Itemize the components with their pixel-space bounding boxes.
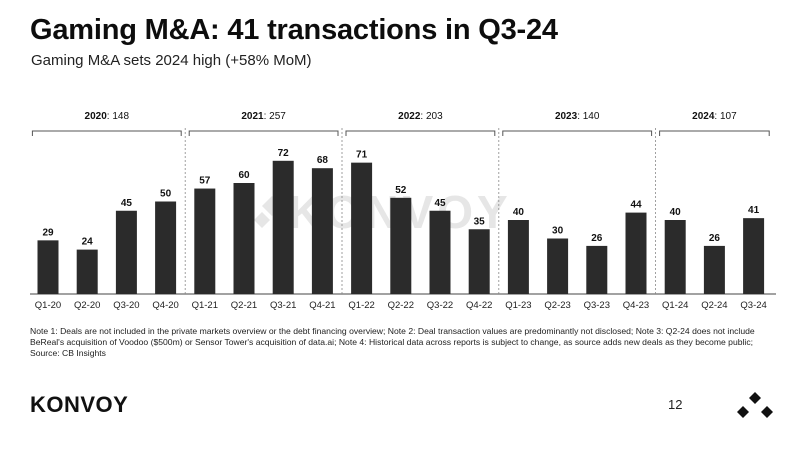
bar xyxy=(586,245,608,294)
x-tick-label: Q3-23 xyxy=(584,300,610,311)
data-label: 60 xyxy=(238,170,250,181)
data-label: 52 xyxy=(395,185,407,196)
bar xyxy=(703,245,725,294)
data-label: 44 xyxy=(630,200,642,211)
x-tick-label: Q3-20 xyxy=(113,300,139,311)
bar xyxy=(390,197,412,294)
data-label: 68 xyxy=(317,155,329,166)
data-label: 45 xyxy=(434,198,446,209)
x-tick-label: Q2-24 xyxy=(701,300,727,311)
year-bracket xyxy=(659,130,770,136)
year-total-label: 2022: 203 xyxy=(398,111,443,122)
x-tick-label: Q2-21 xyxy=(231,300,257,311)
x-tick-label: Q1-22 xyxy=(348,300,374,311)
bar xyxy=(155,201,177,294)
x-tick-label: Q2-20 xyxy=(74,300,100,311)
data-label: 40 xyxy=(513,207,525,218)
data-label: 35 xyxy=(474,216,486,227)
year-bracket xyxy=(188,130,339,136)
data-label: 26 xyxy=(709,233,721,244)
year-total-label: 2024: 107 xyxy=(692,111,737,122)
bar xyxy=(311,168,333,294)
x-tick-label: Q1-23 xyxy=(505,300,531,311)
bar xyxy=(429,210,451,294)
bar xyxy=(507,220,529,294)
konvoy-tri-dot-icon xyxy=(737,392,773,418)
footnotes: Note 1: Deals are not included in the pr… xyxy=(30,326,755,358)
x-tick-label: Q1-20 xyxy=(35,300,61,311)
x-tick-label: Q3-22 xyxy=(427,300,453,311)
bar xyxy=(351,162,373,294)
data-label: 50 xyxy=(160,189,172,200)
x-tick-label: Q4-23 xyxy=(623,300,649,311)
data-label: 41 xyxy=(748,205,760,216)
x-tick-label: Q2-22 xyxy=(388,300,414,311)
year-bracket xyxy=(502,130,653,136)
bar xyxy=(625,212,647,294)
bar xyxy=(547,238,569,294)
data-label: 40 xyxy=(670,207,682,218)
data-label: 29 xyxy=(42,227,54,238)
bar xyxy=(115,210,137,294)
bar xyxy=(743,218,765,294)
bar xyxy=(233,183,255,294)
x-tick-label: Q2-23 xyxy=(544,300,570,311)
page-subtitle: Gaming M&A sets 2024 high (+58% MoM) xyxy=(31,52,312,69)
data-label: 57 xyxy=(199,176,211,187)
data-label: 71 xyxy=(356,150,368,161)
year-total-label: 2023: 140 xyxy=(555,111,600,122)
bar xyxy=(37,240,59,294)
bar xyxy=(664,220,686,294)
data-label: 72 xyxy=(278,148,290,159)
x-tick-label: Q1-21 xyxy=(192,300,218,311)
bar-chart: KONVOY29Q1-2024Q2-2045Q3-2050Q4-2057Q1-2… xyxy=(30,111,776,311)
year-total-label: 2021: 257 xyxy=(241,111,286,122)
page-number: 12 xyxy=(668,397,683,412)
year-bracket xyxy=(345,130,496,136)
bar xyxy=(194,188,216,294)
data-label: 24 xyxy=(82,237,94,248)
watermark-icon xyxy=(254,212,270,228)
data-label: 30 xyxy=(552,226,564,237)
x-tick-label: Q4-20 xyxy=(152,300,178,311)
brand-wordmark: KONVOY xyxy=(30,392,129,417)
year-bracket xyxy=(31,130,182,136)
x-tick-label: Q3-24 xyxy=(740,300,766,311)
data-label: 26 xyxy=(591,233,603,244)
x-tick-label: Q4-22 xyxy=(466,300,492,311)
x-tick-label: Q1-24 xyxy=(662,300,688,311)
bar xyxy=(272,160,294,294)
bar xyxy=(76,249,98,294)
data-label: 45 xyxy=(121,198,133,209)
x-tick-label: Q4-21 xyxy=(309,300,335,311)
page-title: Gaming M&A: 41 transactions in Q3-24 xyxy=(30,14,558,46)
bar xyxy=(468,229,490,294)
year-total-label: 2020: 148 xyxy=(85,111,130,122)
x-tick-label: Q3-21 xyxy=(270,300,296,311)
